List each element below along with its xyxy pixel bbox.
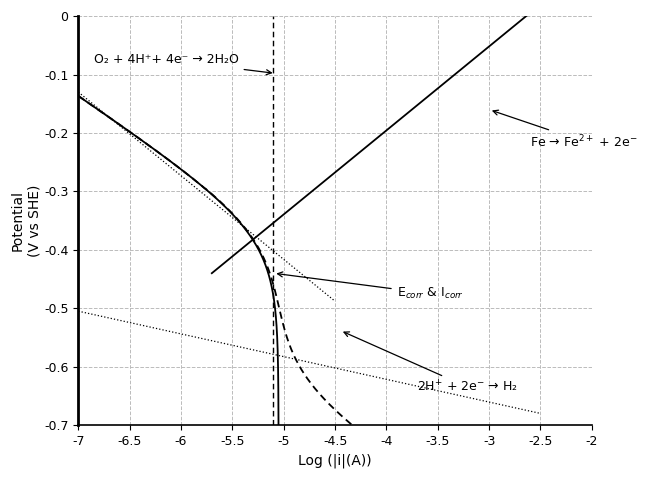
Text: O₂ + 4H⁺+ 4e⁻ → 2H₂O: O₂ + 4H⁺+ 4e⁻ → 2H₂O bbox=[94, 54, 271, 75]
Y-axis label: Potential
(V vs SHE): Potential (V vs SHE) bbox=[11, 184, 42, 257]
Text: Fe → Fe$^{2+}$ + 2e$^{-}$: Fe → Fe$^{2+}$ + 2e$^{-}$ bbox=[493, 110, 638, 150]
Text: 2H$^{+}$ + 2e$^{-}$ → H₂: 2H$^{+}$ + 2e$^{-}$ → H₂ bbox=[344, 332, 518, 395]
X-axis label: Log (|i|(A)): Log (|i|(A)) bbox=[298, 454, 372, 468]
Text: E$_{corr}$ & I$_{corr}$: E$_{corr}$ & I$_{corr}$ bbox=[278, 272, 463, 301]
